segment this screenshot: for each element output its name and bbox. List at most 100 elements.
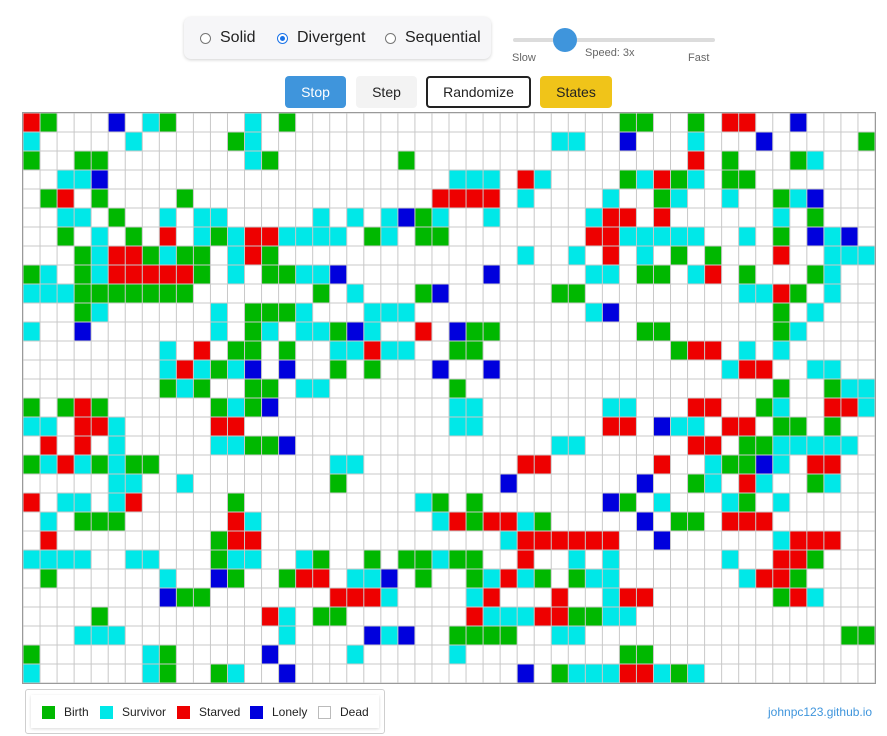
cell-survivor[interactable] (823, 284, 841, 303)
cell-survivor[interactable] (823, 436, 841, 455)
cell-birth[interactable] (91, 284, 109, 303)
cell-starved[interactable] (653, 170, 671, 189)
cell-birth[interactable] (74, 246, 92, 265)
cell-starved[interactable] (755, 360, 773, 379)
cell-survivor[interactable] (227, 246, 245, 265)
cell-survivor[interactable] (295, 322, 313, 341)
cell-birth[interactable] (244, 341, 262, 360)
cell-birth[interactable] (568, 607, 586, 626)
cell-survivor[interactable] (568, 550, 586, 569)
cell-survivor[interactable] (57, 284, 75, 303)
speed-slider-thumb[interactable] (553, 28, 577, 52)
cell-starved[interactable] (500, 512, 518, 531)
cell-survivor[interactable] (449, 417, 467, 436)
cell-starved[interactable] (772, 284, 790, 303)
cell-survivor[interactable] (397, 341, 415, 360)
cell-birth[interactable] (466, 341, 484, 360)
cell-survivor[interactable] (517, 569, 535, 588)
cell-survivor[interactable] (483, 208, 501, 227)
cell-survivor[interactable] (312, 379, 330, 398)
cell-birth[interactable] (176, 189, 194, 208)
cell-lonely[interactable] (483, 360, 501, 379)
cell-birth[interactable] (772, 189, 790, 208)
cell-birth[interactable] (108, 284, 126, 303)
cell-starved[interactable] (772, 569, 790, 588)
cell-survivor[interactable] (602, 569, 620, 588)
cell-starved[interactable] (806, 531, 824, 550)
cell-birth[interactable] (414, 208, 432, 227)
cell-starved[interactable] (483, 588, 501, 607)
cell-birth[interactable] (261, 246, 279, 265)
cell-lonely[interactable] (278, 664, 296, 683)
cell-birth[interactable] (585, 607, 603, 626)
cell-lonely[interactable] (431, 360, 449, 379)
cell-survivor[interactable] (312, 322, 330, 341)
cell-survivor[interactable] (789, 322, 807, 341)
cell-starved[interactable] (619, 417, 637, 436)
cell-starved[interactable] (210, 417, 228, 436)
cell-survivor[interactable] (602, 550, 620, 569)
cell-survivor[interactable] (176, 474, 194, 493)
cell-survivor[interactable] (23, 322, 41, 341)
cell-lonely[interactable] (636, 474, 654, 493)
cell-starved[interactable] (244, 227, 262, 246)
cell-survivor[interactable] (806, 151, 824, 170)
cell-survivor[interactable] (193, 227, 211, 246)
cell-birth[interactable] (449, 550, 467, 569)
cell-birth[interactable] (261, 303, 279, 322)
cell-lonely[interactable] (108, 113, 126, 132)
cell-starved[interactable] (23, 113, 41, 132)
cell-lonely[interactable] (806, 227, 824, 246)
cell-birth[interactable] (670, 664, 688, 683)
cell-survivor[interactable] (74, 550, 92, 569)
cell-birth[interactable] (193, 379, 211, 398)
cell-survivor[interactable] (329, 455, 347, 474)
cell-survivor[interactable] (704, 474, 722, 493)
cell-birth[interactable] (687, 113, 705, 132)
cell-survivor[interactable] (363, 569, 381, 588)
cell-survivor[interactable] (806, 303, 824, 322)
cell-birth[interactable] (789, 151, 807, 170)
cell-birth[interactable] (653, 189, 671, 208)
cell-birth[interactable] (210, 550, 228, 569)
cell-birth[interactable] (23, 455, 41, 474)
cell-starved[interactable] (755, 512, 773, 531)
cell-survivor[interactable] (261, 322, 279, 341)
cell-birth[interactable] (431, 227, 449, 246)
cell-birth[interactable] (329, 607, 347, 626)
cell-birth[interactable] (142, 246, 160, 265)
cell-survivor[interactable] (431, 512, 449, 531)
cell-lonely[interactable] (278, 436, 296, 455)
cell-starved[interactable] (517, 170, 535, 189)
cell-birth[interactable] (738, 265, 756, 284)
cell-starved[interactable] (414, 322, 432, 341)
cell-starved[interactable] (244, 531, 262, 550)
cell-birth[interactable] (210, 531, 228, 550)
cell-starved[interactable] (500, 569, 518, 588)
cell-birth[interactable] (449, 379, 467, 398)
cell-starved[interactable] (483, 512, 501, 531)
cell-survivor[interactable] (602, 398, 620, 417)
cell-survivor[interactable] (431, 550, 449, 569)
cell-birth[interactable] (466, 322, 484, 341)
cell-starved[interactable] (346, 588, 364, 607)
cell-starved[interactable] (738, 360, 756, 379)
cell-survivor[interactable] (414, 493, 432, 512)
cell-birth[interactable] (57, 398, 75, 417)
cell-survivor[interactable] (244, 512, 262, 531)
cell-survivor[interactable] (278, 626, 296, 645)
cell-survivor[interactable] (483, 569, 501, 588)
cell-lonely[interactable] (261, 645, 279, 664)
cell-lonely[interactable] (806, 189, 824, 208)
cell-survivor[interactable] (670, 227, 688, 246)
cell-survivor[interactable] (23, 550, 41, 569)
cell-birth[interactable] (397, 550, 415, 569)
cell-starved[interactable] (108, 265, 126, 284)
cell-survivor[interactable] (483, 607, 501, 626)
cell-starved[interactable] (823, 531, 841, 550)
cell-starved[interactable] (227, 531, 245, 550)
cell-survivor[interactable] (380, 588, 398, 607)
cell-survivor[interactable] (159, 569, 177, 588)
cell-survivor[interactable] (210, 303, 228, 322)
states-button[interactable]: States (540, 76, 612, 108)
